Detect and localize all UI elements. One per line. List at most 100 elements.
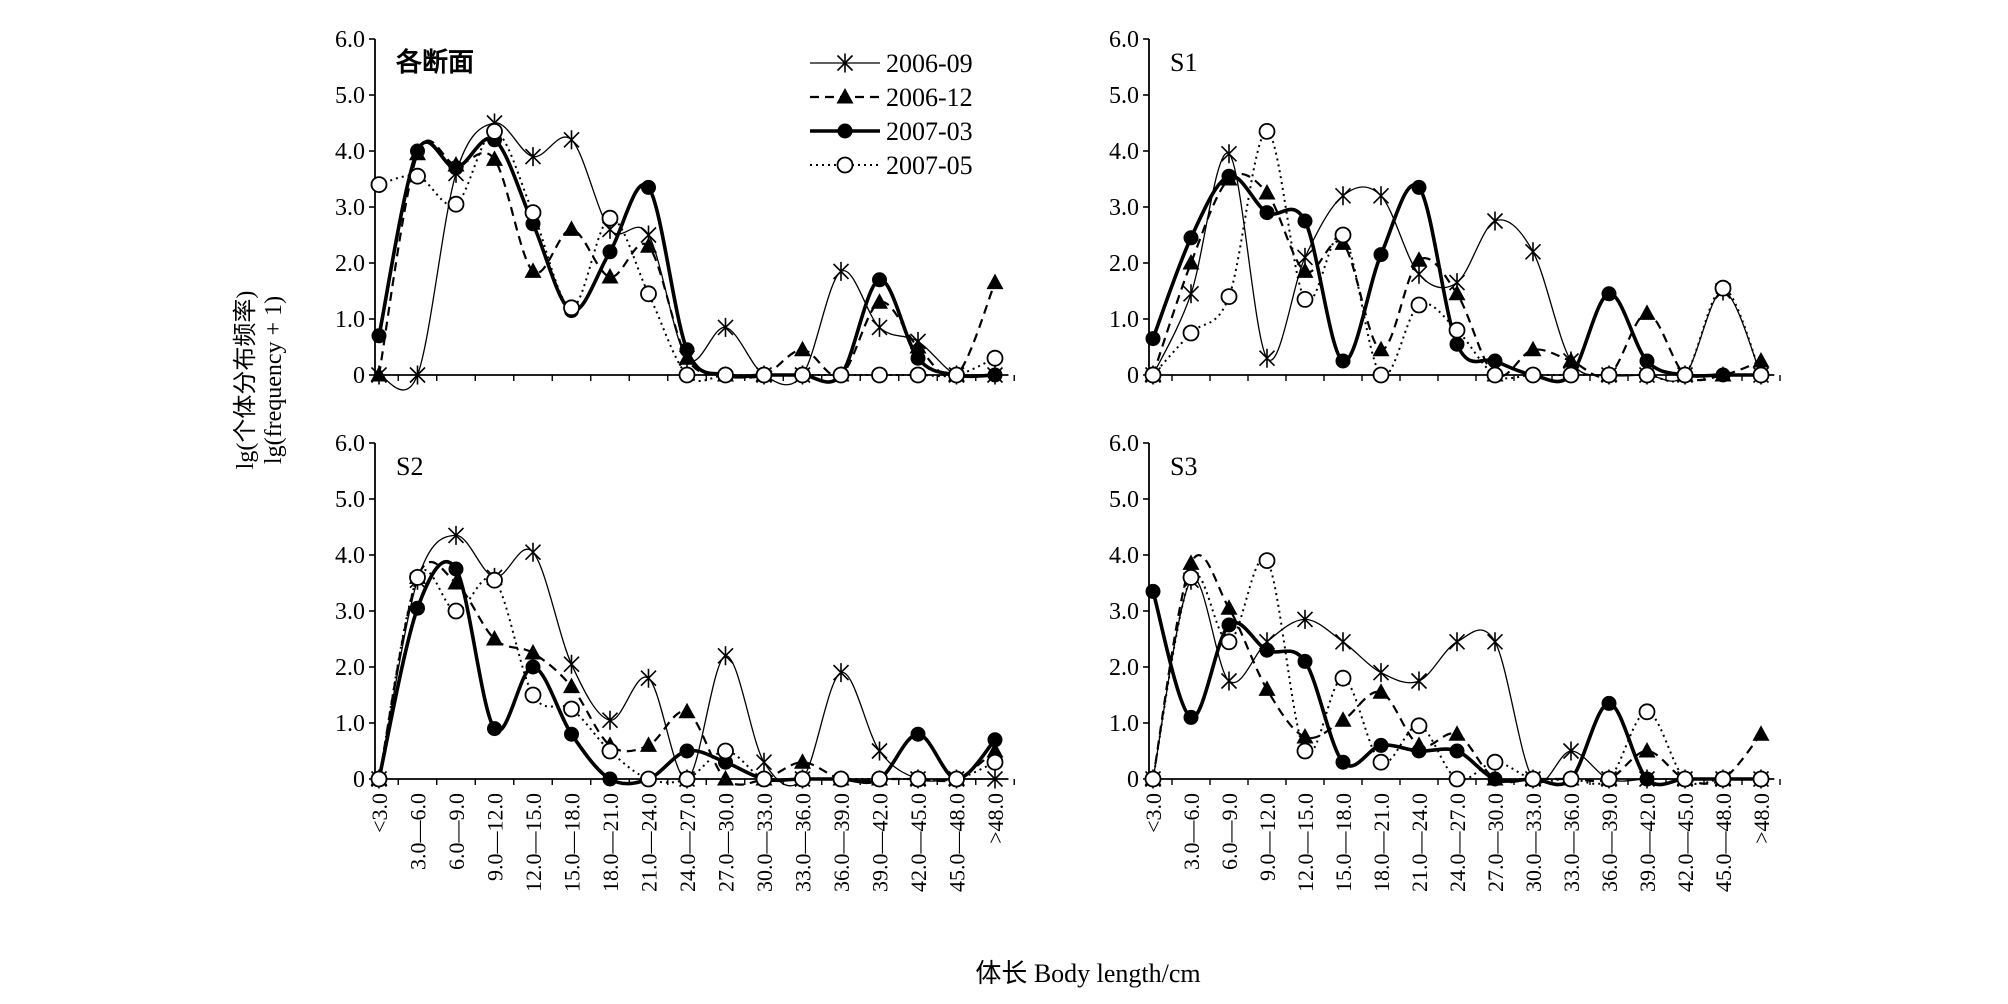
data-point	[1296, 728, 1314, 744]
data-point	[1373, 737, 1389, 753]
data-point	[370, 770, 388, 788]
x-tick-label: 6.0—9.0	[444, 793, 469, 870]
data-point	[1524, 366, 1542, 384]
data-point	[1410, 251, 1428, 267]
series-2007-05	[1144, 552, 1770, 788]
data-point	[1296, 262, 1314, 278]
x-tick-label: 9.0—12.0	[483, 793, 508, 881]
data-point	[524, 147, 542, 167]
x-tick-label: 24.0—27.0	[675, 793, 700, 892]
data-point	[1638, 304, 1656, 320]
data-point	[1448, 284, 1466, 301]
data-point	[1638, 366, 1656, 384]
data-point	[678, 366, 696, 384]
data-point	[370, 176, 388, 194]
data-point	[1486, 632, 1504, 652]
data-point	[910, 350, 926, 366]
y-tick-label: 1.0	[335, 711, 365, 737]
y-tick-label: 1.0	[335, 307, 365, 333]
data-point	[525, 659, 541, 675]
data-point	[909, 366, 927, 384]
data-point	[486, 571, 503, 589]
data-point	[563, 677, 580, 694]
data-point	[1334, 186, 1352, 206]
data-point	[1145, 583, 1161, 599]
data-point	[640, 736, 657, 752]
data-point	[678, 770, 696, 788]
data-point	[1372, 683, 1390, 699]
data-point	[986, 769, 1004, 789]
y-tick-label: 6.0	[1109, 431, 1139, 457]
data-point	[1182, 254, 1200, 270]
data-point	[794, 770, 811, 788]
x-tick-label: 33.0—36.0	[1559, 793, 1584, 892]
data-point	[832, 261, 850, 281]
x-tick-label: 3.0—6.0	[1179, 793, 1204, 870]
panel-title: S1	[1170, 48, 1197, 77]
y-axis-title-cn: lg(个体分布频率)	[232, 291, 259, 470]
legend-marker	[836, 53, 854, 73]
data-point	[1448, 770, 1466, 788]
y-tick-label: 0	[353, 363, 365, 389]
data-point	[1372, 753, 1390, 771]
panel-1: 0 1.0 2.0 3.0 4.0 5.0 6.0 各断面	[335, 27, 1015, 391]
series-2007-05	[370, 569, 1004, 788]
data-point	[794, 366, 811, 384]
data-point	[1144, 366, 1162, 384]
data-point	[564, 726, 579, 742]
y-tick-label: 0	[353, 767, 365, 793]
data-point	[1601, 286, 1617, 302]
data-point	[755, 770, 773, 788]
data-point	[601, 710, 619, 730]
data-point	[1297, 653, 1313, 669]
data-point	[1411, 743, 1427, 759]
data-point	[948, 770, 965, 788]
data-point	[1486, 211, 1504, 231]
y-tick-label: 5.0	[1109, 487, 1139, 513]
panel-2: 0 1.0 2.0 3.0 4.0 5.0 6.0 S1	[1109, 27, 1781, 389]
panel-title: S3	[1170, 452, 1197, 481]
x-tick-label: 36.0—39.0	[829, 793, 854, 892]
data-point	[409, 569, 426, 586]
panel-3: 0 1.0 2.0 3.0 4.0 5.0 6.0 <3.0 3.0—6.0 6.0—9.0 9.0…	[335, 431, 1015, 892]
data-point	[1258, 184, 1276, 200]
y-tick-label: 4.0	[1109, 543, 1139, 569]
data-point	[1335, 353, 1351, 369]
data-point	[1449, 336, 1465, 352]
data-point	[640, 668, 657, 688]
data-point	[1752, 770, 1770, 788]
y-tick-label: 3.0	[1109, 195, 1139, 221]
panel-title: S2	[396, 452, 423, 481]
x-tick-label: 30.0—33.0	[752, 793, 777, 892]
data-point	[1714, 279, 1732, 297]
y-tick-label: 1.0	[1109, 711, 1139, 737]
data-point	[1144, 770, 1162, 788]
data-point	[524, 542, 542, 562]
data-point	[1562, 366, 1580, 384]
data-point	[524, 644, 542, 660]
data-point	[948, 366, 965, 384]
data-point	[1296, 609, 1314, 629]
data-point	[563, 299, 580, 317]
data-point	[1372, 663, 1390, 683]
y-tick-label: 0	[1127, 767, 1139, 793]
x-tick-label: 42.0—45.0	[1673, 793, 1698, 892]
data-point	[1221, 168, 1237, 184]
data-point	[1562, 741, 1580, 761]
legend-label: 2006-12	[886, 83, 973, 112]
data-point	[871, 741, 888, 761]
data-point	[486, 630, 503, 646]
data-point	[447, 574, 465, 590]
data-point	[448, 160, 464, 176]
data-point	[1715, 367, 1731, 383]
data-point	[1259, 642, 1275, 658]
data-point	[1524, 770, 1542, 788]
series-2007-03	[1145, 583, 1769, 787]
x-tick-label: 30.0—33.0	[1521, 793, 1546, 892]
y-tick-label: 3.0	[335, 195, 365, 221]
data-point	[1334, 711, 1352, 727]
data-point	[909, 770, 927, 788]
data-point	[1220, 599, 1238, 615]
legend-item-2006-09: 2006-09	[810, 49, 973, 78]
data-point	[1183, 230, 1199, 246]
